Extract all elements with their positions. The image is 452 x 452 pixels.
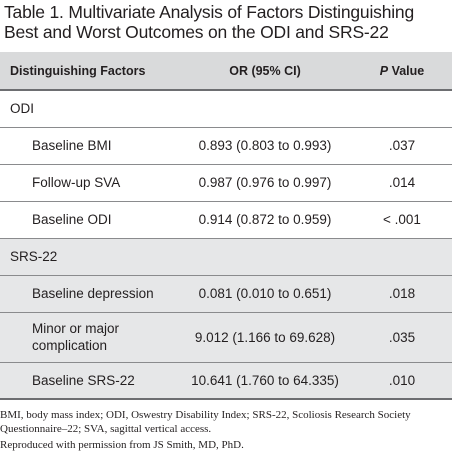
table-row: Follow-up SVA 0.987 (0.976 to 0.997) .01…	[0, 164, 452, 202]
table-header-row: Distinguishing Factors OR (95% CI) P Val…	[0, 52, 452, 91]
table-row: Baseline BMI 0.893 (0.803 to 0.993) .037	[0, 127, 452, 165]
table-title: Table 1. Multivariate Analysis of Factor…	[4, 2, 450, 42]
or-cell: 0.914 (0.872 to 0.959)	[178, 201, 352, 239]
header-p-value: P Value	[352, 52, 452, 91]
table-number: Table 1.	[4, 2, 64, 22]
or-cell: 9.012 (1.166 to 69.628)	[178, 312, 352, 363]
p-cell: .035	[352, 312, 452, 363]
table-row: Baseline ODI 0.914 (0.872 to 0.959) < .0…	[0, 201, 452, 239]
p-cell: < .001	[352, 201, 452, 239]
group-label: SRS-22	[0, 238, 452, 276]
factor-cell: Baseline SRS-22	[0, 362, 178, 400]
table-row: Baseline depression 0.081 (0.010 to 0.65…	[0, 275, 452, 313]
or-cell: 0.987 (0.976 to 0.997)	[178, 164, 352, 202]
group-row-srs22: SRS-22	[0, 238, 452, 276]
or-cell: 0.081 (0.010 to 0.651)	[178, 275, 352, 313]
factor-cell: Baseline depression	[0, 275, 178, 313]
or-cell: 0.893 (0.803 to 0.993)	[178, 127, 352, 165]
table-title-text: Multivariate Analysis of Factors Disting…	[4, 2, 414, 42]
header-p-italic: P	[379, 63, 389, 78]
p-cell: .010	[352, 362, 452, 400]
header-or: OR (95% CI)	[178, 52, 352, 91]
header-p-rest: Value	[388, 63, 425, 78]
results-table: Distinguishing Factors OR (95% CI) P Val…	[0, 52, 452, 400]
group-row-odi: ODI	[0, 90, 452, 128]
footnote-abbreviations: BMI, body mass index; ODI, Oswestry Disa…	[0, 409, 411, 435]
p-cell: .037	[352, 127, 452, 165]
footnote-permission: Reproduced with permission from JS Smith…	[0, 439, 244, 451]
table-row: Minor or major complication 9.012 (1.166…	[0, 312, 452, 363]
factor-cell: Minor or major complication	[0, 312, 178, 363]
factor-cell: Baseline BMI	[0, 127, 178, 165]
group-label: ODI	[0, 90, 452, 128]
or-cell: 10.641 (1.760 to 64.335)	[178, 362, 352, 400]
p-cell: .018	[352, 275, 452, 313]
header-factors: Distinguishing Factors	[0, 52, 178, 91]
factor-cell: Baseline ODI	[0, 201, 178, 239]
p-cell: .014	[352, 164, 452, 202]
table-row: Baseline SRS-22 10.641 (1.760 to 64.335)…	[0, 362, 452, 400]
factor-cell: Follow-up SVA	[0, 164, 178, 202]
